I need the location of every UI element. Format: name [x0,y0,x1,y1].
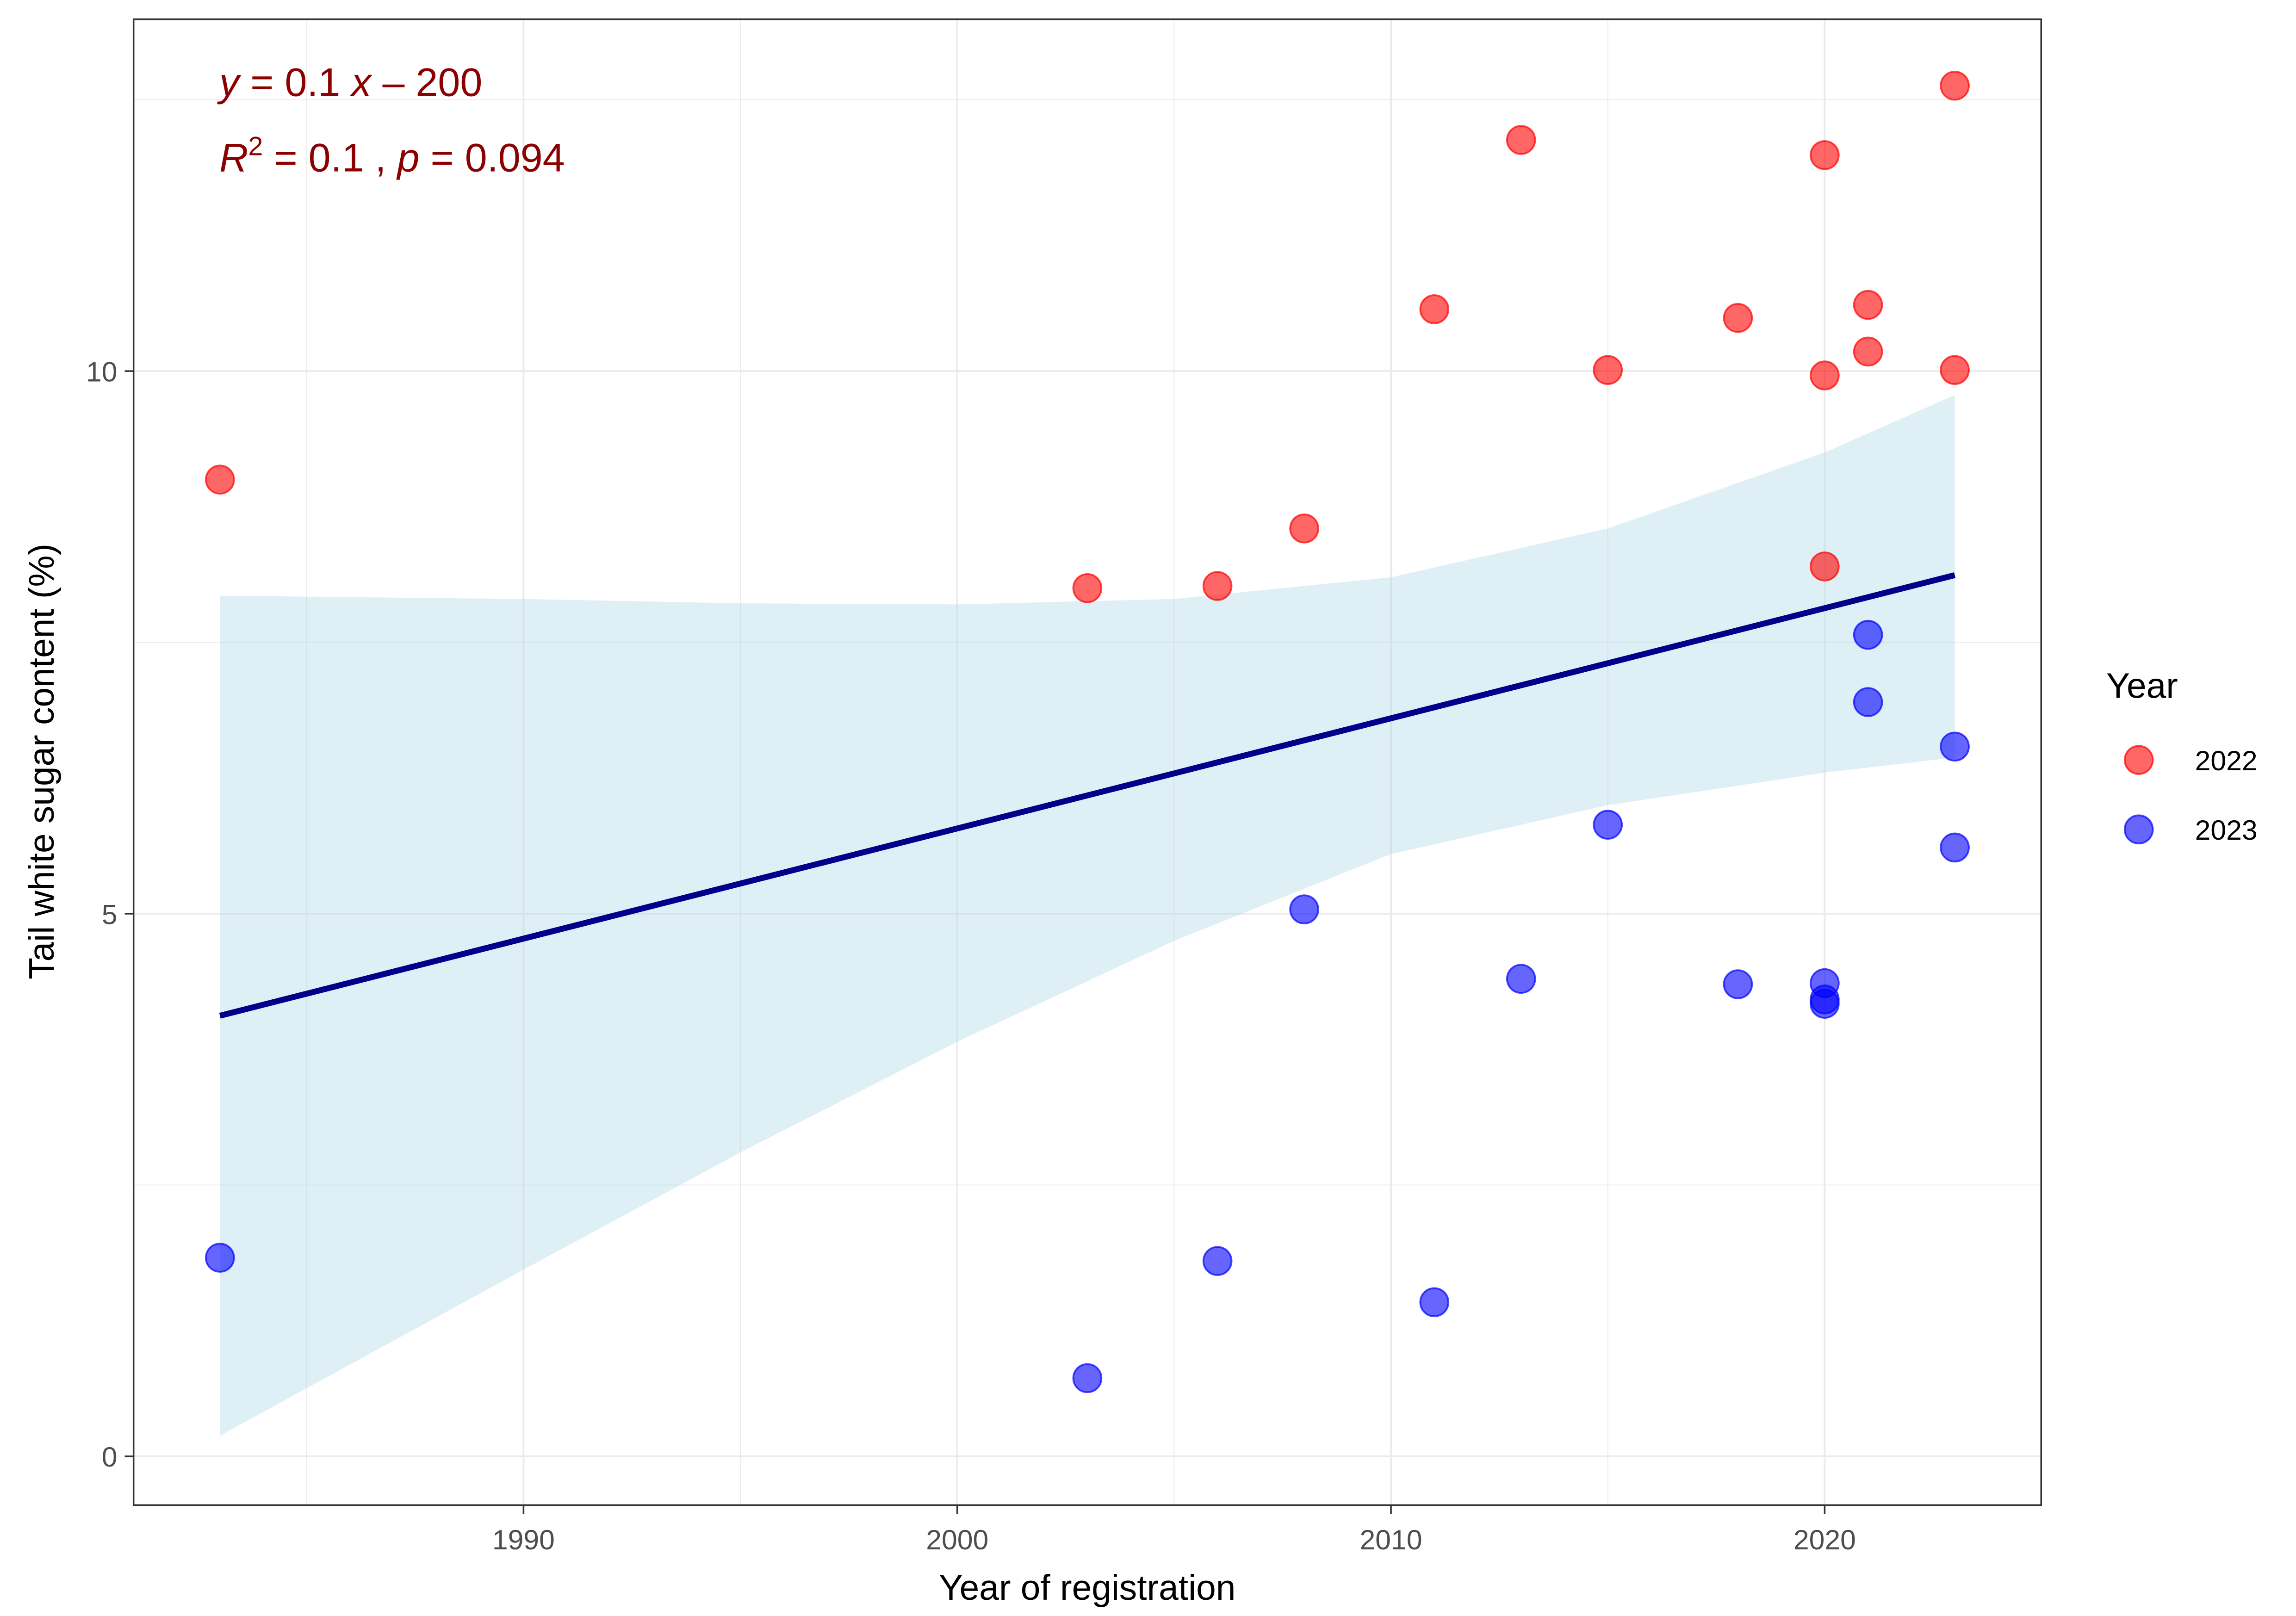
legend-item-2022: 2022 [2123,745,2258,776]
data-point-2022 [1289,513,1319,544]
grid [133,19,2042,1505]
legend-label-2022: 2022 [2195,745,2258,776]
data-point-2022 [1419,294,1450,324]
regression-stats: R2 = 0.1 , p = 0.094 [219,132,565,180]
legend: Year 2022 2023 [2106,666,2258,846]
data-point-2022 [1853,290,1883,320]
data-point-2023 [1419,1287,1450,1318]
data-point-2023 [1940,832,1970,863]
legend-item-2023: 2023 [2123,814,2258,846]
data-point-2023 [1810,989,1840,1019]
data-point-2022 [1202,571,1233,601]
legend-marker-2023 [2123,814,2154,845]
data-point-2023 [1940,731,1970,762]
data-point-2023 [1289,894,1319,924]
data-point-2023 [1723,969,1753,999]
legend-marker-2022 [2123,745,2154,775]
regression-line-layer [219,572,1956,1019]
axes: 1990 2000 2010 2020 0 5 10 [86,356,1856,1556]
y-tick-label: 0 [102,1441,118,1473]
data-point-2022 [1940,70,1970,101]
data-point-2022 [1506,125,1536,155]
data-point-2023 [1853,619,1883,650]
x-axis-title: Year of registration [939,1568,1236,1608]
data-point-2023 [205,1243,235,1273]
regression-line [219,572,1956,1019]
data-point-2022 [205,464,235,495]
y-axis-title: Tail white sugar content (%) [22,544,62,979]
data-point-2023 [1202,1246,1233,1276]
legend-label-2023: 2023 [2195,814,2258,846]
data-point-2023 [1853,687,1883,717]
data-point-2022 [1940,355,1970,385]
x-tick-label: 2000 [926,1524,988,1555]
data-point-2022 [1072,573,1103,603]
data-point-2022 [1810,360,1840,390]
data-point-2022 [1853,336,1883,367]
data-point-2023 [1593,810,1623,840]
plot-panel-border [132,18,2042,1506]
x-tick-label: 2010 [1360,1524,1422,1555]
legend-title: Year [2106,666,2178,706]
data-point-2022 [1593,355,1623,385]
regression-equation: y = 0.1 x – 200 [217,61,482,105]
data-point-2022 [1810,551,1840,582]
data-point-2022 [1810,140,1840,170]
y-tick-label: 5 [102,898,118,930]
confidence-band-layer [220,395,1955,1436]
x-tick-label: 1990 [492,1524,555,1555]
data-point-2023 [1506,964,1536,994]
points-layer [205,70,1970,1393]
data-point-2023 [1072,1363,1103,1393]
y-tick-label: 10 [86,356,118,388]
x-tick-label: 2020 [1793,1524,1856,1555]
data-point-2022 [1723,303,1753,333]
confidence-band [220,395,1955,1436]
